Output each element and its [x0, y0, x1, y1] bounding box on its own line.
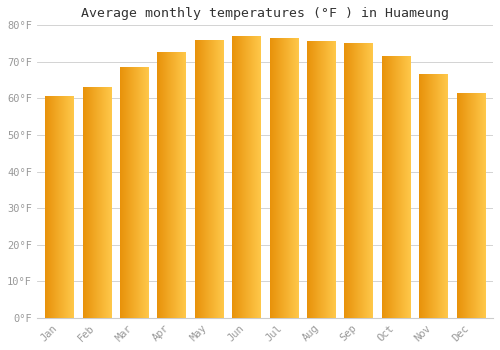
Title: Average monthly temperatures (°F ) in Huameung: Average monthly temperatures (°F ) in Hu… [81, 7, 449, 20]
